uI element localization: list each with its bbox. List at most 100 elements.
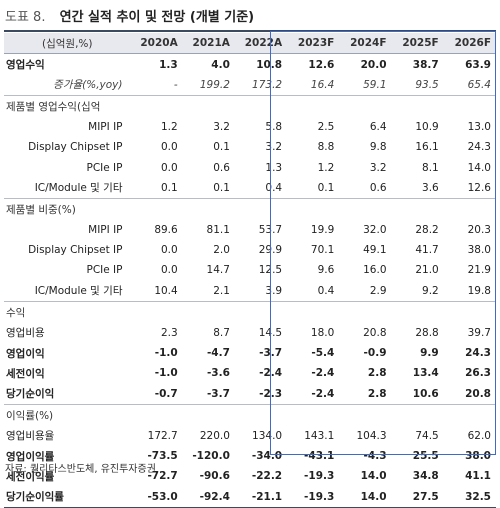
table-cell: [234, 404, 288, 426]
table-cell: 0.1: [161, 181, 178, 194]
table-cell: -2.4: [311, 387, 335, 400]
table-cell: 3.2: [369, 161, 387, 174]
table-cell: 3.9: [265, 284, 283, 297]
table-cell: 0.6: [213, 161, 230, 174]
table-cell: 2.3: [161, 326, 178, 339]
table-row: 영업이익 -1.0 -4.7 -3.7 -5.4 -0.9 9.9 24.3: [4, 343, 496, 363]
figure-label: 도표 8.: [5, 10, 46, 25]
table-cell: [182, 95, 235, 117]
col-header: 2025F: [391, 33, 444, 55]
table-cell: 20.0: [360, 58, 387, 71]
table-row: MIPI IP 89.6 81.1 53.7 19.9 32.0 28.2 20.3: [4, 220, 496, 240]
table-cell: 89.6: [154, 223, 178, 236]
row-label: MIPI IP: [88, 223, 123, 236]
table-cell: 14.0: [467, 161, 491, 174]
row-label: 제품별 영업수익(십억: [4, 95, 131, 117]
table-cell: [182, 301, 235, 323]
table-cell: 0.1: [213, 141, 230, 154]
table-cell: 3.2: [265, 141, 283, 154]
table-cell: 1.2: [317, 161, 335, 174]
table-cell: -0.9: [363, 347, 387, 360]
table-cell: 16.1: [415, 141, 439, 154]
col-header: 2022A: [234, 33, 288, 55]
table-cell: -19.3: [287, 486, 340, 508]
row-label: 이익률(%): [4, 404, 131, 426]
table-cell: 39.7: [467, 326, 491, 339]
table-cell: -4.3: [363, 450, 387, 462]
table-cell: [339, 404, 392, 426]
table-cell: -4.7: [206, 347, 230, 360]
unit-label: (십억원,%): [4, 33, 131, 55]
table-cell: [391, 301, 444, 323]
row-label: 영업비용율: [6, 430, 55, 443]
table-cell: -92.4: [182, 486, 235, 508]
row-label: 영업수익: [6, 59, 45, 72]
row-label: 수익: [4, 301, 131, 323]
row-label: 당기순이익률: [4, 486, 131, 508]
table-cell: 28.2: [415, 223, 439, 236]
table-cell: -3.7: [206, 387, 230, 400]
table-cell: [182, 404, 235, 426]
table-cell: 24.3: [465, 347, 491, 360]
table-cell: 0.1: [317, 181, 335, 194]
table-cell: 2.1: [213, 284, 230, 297]
table-cell: 21.9: [467, 264, 491, 277]
table-row: IC/Module 및 기타 0.1 0.1 0.4 0.1 0.6 3.6 12.6: [4, 178, 496, 199]
table-cell: 41.7: [415, 244, 439, 257]
source-note: 자료: 퀄리타스반도체, 유진투자증권: [5, 464, 156, 475]
table-cell: -3.6: [206, 367, 230, 380]
table-cell: 12.6: [467, 181, 491, 194]
table-cell: -2.4: [311, 367, 335, 380]
table-row: 세전이익 -1.0 -3.6 -2.4 -2.4 2.8 13.4 26.3: [4, 363, 496, 383]
table-cell: 16.4: [310, 78, 335, 91]
table-cell: 0.0: [161, 141, 178, 154]
table-row: 제품별 비중(%): [4, 198, 496, 220]
table-cell: 220.0: [199, 429, 230, 442]
table-cell: 81.1: [206, 223, 230, 236]
table-cell: 49.1: [363, 244, 387, 257]
table-cell: 14.7: [206, 264, 230, 277]
table-row: 증가율(%,yoy) - 199.2 173.2 16.4 59.1 93.5 65.4: [4, 75, 496, 96]
table-cell: 38.0: [465, 450, 491, 462]
table-cell: [130, 95, 183, 117]
table-cell: 32.0: [363, 223, 387, 236]
row-label: IC/Module 및 기타: [34, 285, 123, 298]
figure-title: 도표 8. 연간 실적 추이 및 전망 (개별 기준): [5, 6, 254, 28]
table-cell: 16.0: [363, 264, 387, 277]
table-row: 영업수익 1.3 4.0 10.8 12.6 20.0 38.7 63.9: [4, 54, 496, 75]
table-cell: 0.0: [161, 161, 178, 174]
table-cell: 20.3: [467, 223, 491, 236]
table-cell: 41.1: [465, 470, 491, 483]
table-cell: 9.8: [369, 141, 387, 154]
table-cell: 13.4: [412, 367, 439, 380]
table-cell: 199.2: [199, 78, 230, 91]
table-cell: -3.7: [259, 347, 283, 360]
table-cell: [443, 301, 496, 323]
table-cell: -2.3: [259, 387, 283, 400]
table-cell: -21.1: [234, 486, 288, 508]
table-cell: 9.2: [422, 284, 439, 297]
row-label: Display Chipset IP: [28, 141, 123, 154]
table-cell: [287, 301, 340, 323]
table-cell: 6.4: [369, 120, 387, 133]
top-rule: [4, 30, 496, 32]
table-cell: -2.4: [259, 367, 283, 380]
table-row: Display Chipset IP 0.0 0.1 3.2 8.8 9.8 16.1 24.…: [4, 137, 496, 157]
table-cell: [391, 198, 444, 220]
row-label: 영업이익률: [6, 450, 55, 463]
col-header: 2024F: [339, 33, 392, 55]
table-cell: 4.0: [211, 58, 230, 71]
table-cell: 21.0: [415, 264, 439, 277]
row-label: Display Chipset IP: [28, 244, 123, 257]
table-cell: 3.2: [213, 120, 230, 133]
table-cell: 10.9: [415, 120, 439, 133]
table-cell: 38.0: [467, 244, 491, 257]
table-cell: 8.7: [213, 326, 230, 339]
table-cell: 10.4: [154, 284, 178, 297]
row-label: 영업비용: [6, 327, 45, 340]
table-cell: 12.6: [308, 58, 335, 71]
table-row: 이익률(%): [4, 404, 496, 426]
table-row: MIPI IP 1.2 3.2 5.8 2.5 6.4 10.9 13.0: [4, 117, 496, 137]
table-cell: -1.0: [154, 347, 178, 360]
table-cell: 10.8: [256, 58, 283, 71]
